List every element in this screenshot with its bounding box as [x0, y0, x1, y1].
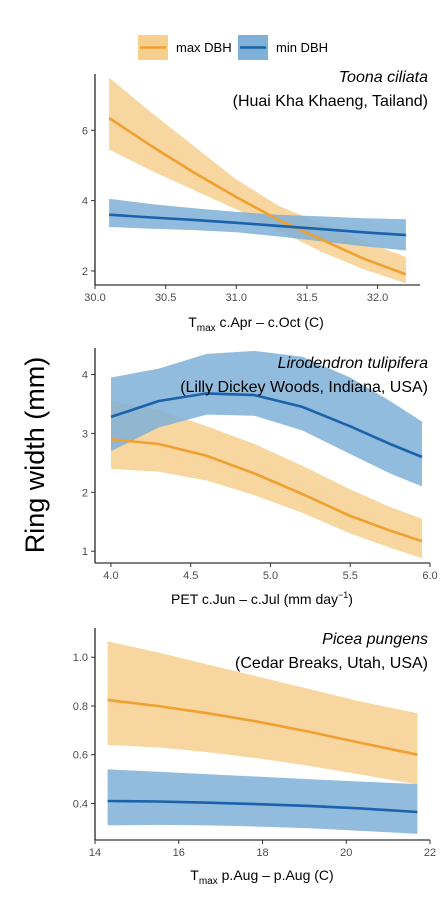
series-line-min-dbh [107, 799, 418, 814]
ci-band-min-dbh [111, 350, 422, 487]
panel-subtitle: (Huai Kha Khaeng, Tailand) [233, 93, 428, 110]
x-tick-label: 31.0 [226, 292, 247, 304]
y-tick-label: 3 [82, 428, 88, 440]
series-line-max-dbh [108, 116, 407, 276]
series-line-min-dbh [110, 392, 423, 459]
y-tick-label: 6 [82, 125, 88, 137]
x-tick-label: 16 [173, 847, 185, 859]
legend-item-max-dbh: max DBH [138, 35, 232, 60]
x-tick-label: 5.5 [343, 570, 358, 582]
series-line-max-dbh [110, 438, 423, 543]
x-tick-label: 14 [89, 847, 101, 859]
x-axis-label: Tmax p.Aug – p.Aug (C) [190, 867, 333, 887]
y-tick-label: 0.6 [73, 750, 88, 762]
panel-picea-pungens: 14 16 18 20 22 0.4 0.6 0.8 1.0 Picea pungens (Ce… [73, 628, 436, 887]
x-tick-label: 32.0 [367, 292, 388, 304]
panel-title: Toona ciliata [339, 69, 428, 86]
series-line-max-dbh [107, 698, 418, 756]
x-tick-label: 6.0 [422, 570, 437, 582]
x-tick-label: 30.0 [84, 292, 105, 304]
panel-toona-ciliata: 30.0 30.5 31.0 31.5 32.0 2 4 6 Toona ciliata (H… [82, 69, 428, 334]
legend: max DBH min DBH [138, 35, 328, 60]
x-tick-label: 5.0 [263, 570, 278, 582]
y-axis-label: Ring width (mm) [20, 357, 50, 554]
legend-label-min-dbh: min DBH [276, 40, 328, 55]
x-tick-label: 22 [424, 847, 436, 859]
y-tick-label: 1 [82, 546, 88, 558]
legend-label-max-dbh: max DBH [176, 40, 232, 55]
y-tick-label: 2 [82, 266, 88, 278]
ci-band-max-dbh [107, 641, 418, 785]
y-tick-label: 0.8 [73, 701, 88, 713]
y-tick-label: 4 [82, 196, 88, 208]
x-tick-label: 30.5 [155, 292, 176, 304]
ci-band-min-dbh [107, 769, 418, 834]
x-tick-label: 4.5 [183, 570, 198, 582]
x-axis-label: PET c.Jun – c.Jul (mm day−1) [171, 590, 353, 607]
x-axis-label: Tmax c.Apr – c.Oct (C) [188, 314, 324, 334]
panel-title: Picea pungens [322, 631, 428, 648]
panel-subtitle: (Cedar Breaks, Utah, USA) [235, 655, 428, 672]
x-tick-label: 20 [340, 847, 352, 859]
x-tick-label: 4.0 [103, 570, 118, 582]
y-tick-label: 2 [82, 487, 88, 499]
legend-item-min-dbh: min DBH [238, 35, 328, 60]
y-tick-label: 1.0 [73, 652, 88, 664]
series-line-min-dbh [109, 213, 406, 237]
x-tick-label: 18 [256, 847, 268, 859]
y-tick-label: 0.4 [73, 798, 88, 810]
x-tick-label: 31.5 [296, 292, 317, 304]
panel-subtitle: (Lilly Dickey Woods, Indiana, USA) [180, 379, 428, 396]
panel-lirodendron-tulipifera: 4.0 4.5 5.0 5.5 6.0 1 2 3 4 Lirodendron tulipife… [82, 348, 438, 607]
panel-title: Lirodendron tulipifera [278, 355, 428, 372]
y-tick-label: 4 [82, 370, 88, 382]
